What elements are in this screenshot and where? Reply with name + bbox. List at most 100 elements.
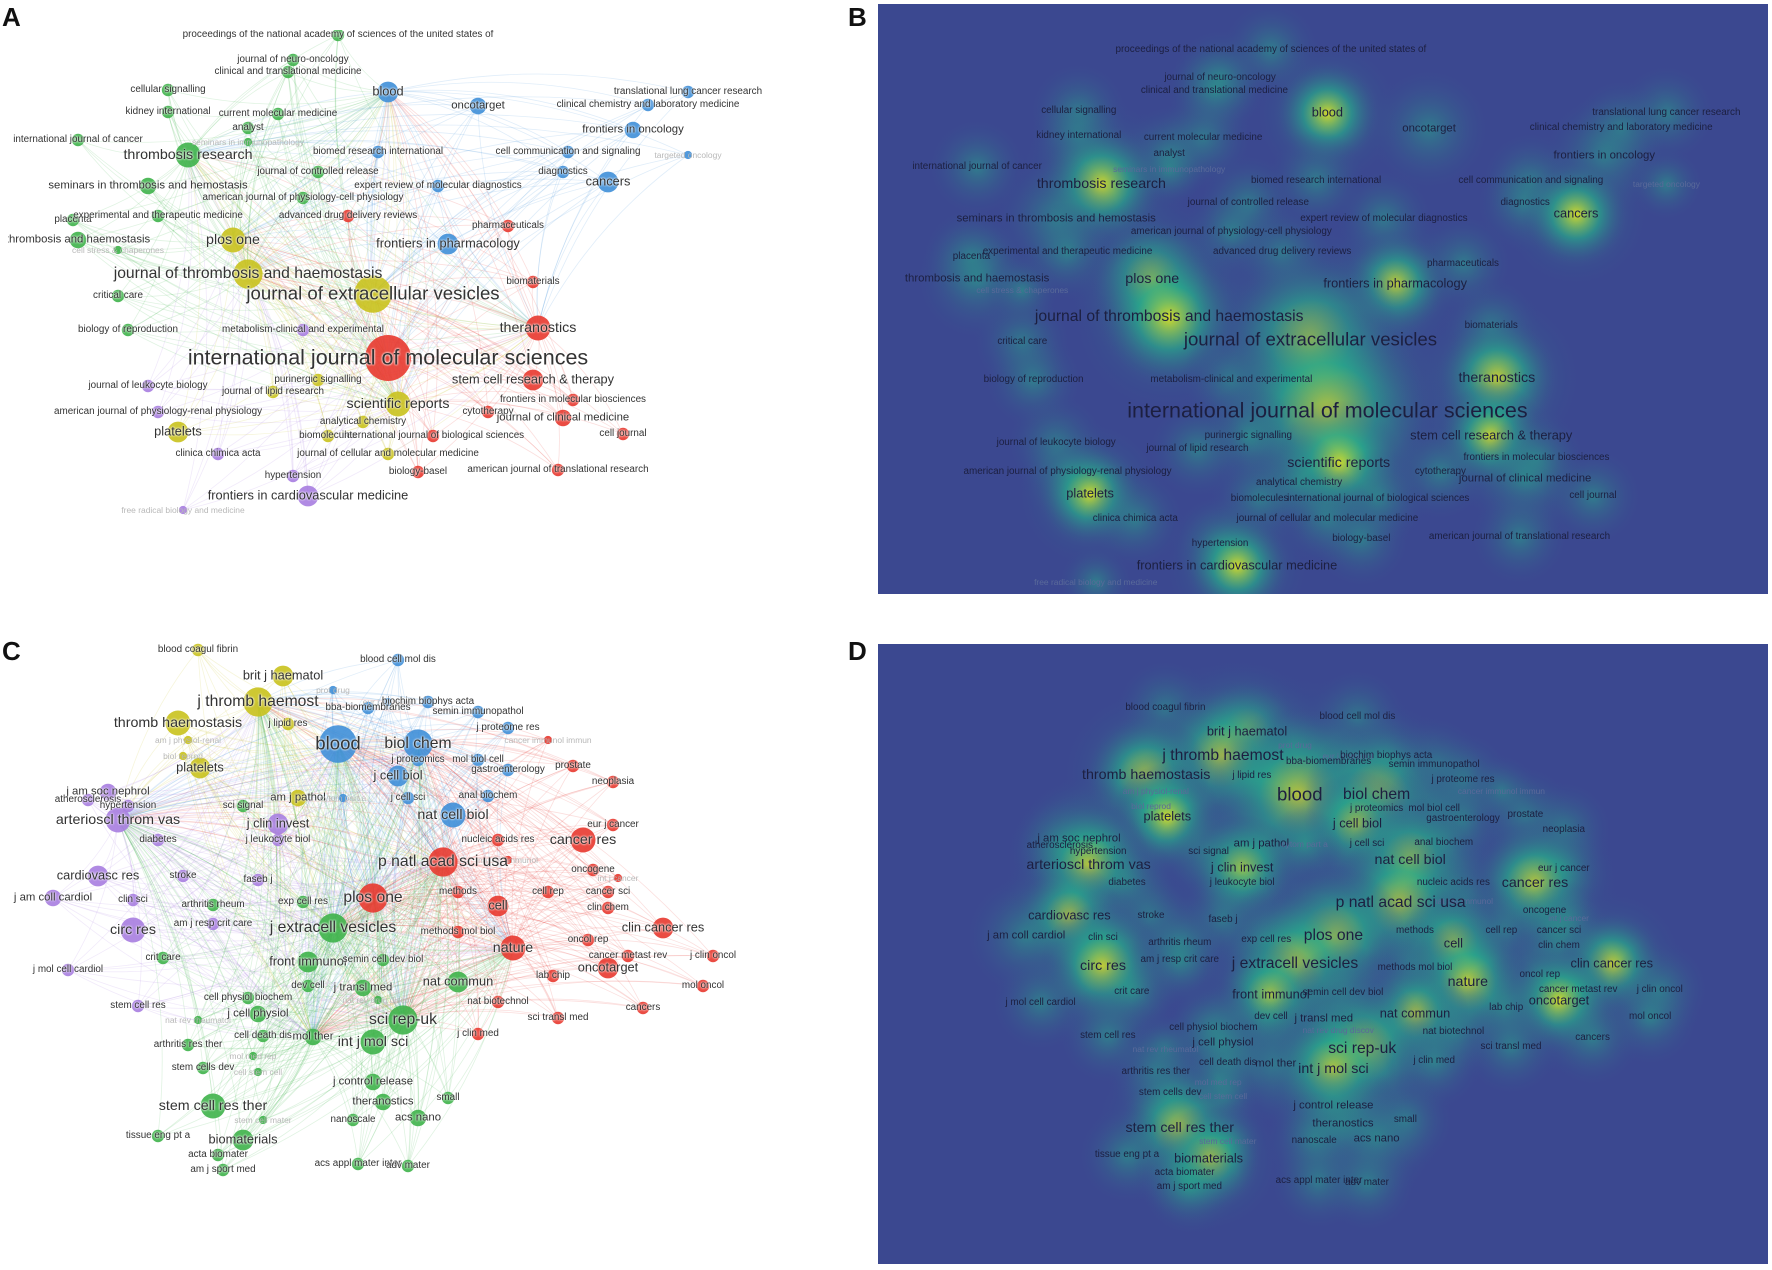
node-nanoscale[interactable]	[346, 1113, 360, 1127]
node-cancer-res[interactable]	[570, 827, 596, 853]
node-tissue-eng-pt-a[interactable]	[151, 1129, 165, 1143]
node-crit-care[interactable]	[156, 951, 170, 965]
node-stem-cell-res-ther[interactable]	[200, 1093, 226, 1119]
node-j-am-soc-nephrol[interactable]	[99, 783, 117, 801]
node-small[interactable]	[441, 1091, 455, 1105]
node-circ-res[interactable]	[120, 917, 146, 943]
node-nat-cell-biol[interactable]	[440, 802, 466, 828]
node-blood-cell-mol-dis[interactable]	[391, 653, 405, 667]
node-j-control-release[interactable]	[364, 1073, 382, 1091]
node-expert-review-of-molecular-diagnostics[interactable]	[431, 179, 445, 193]
node-biomaterials[interactable]	[526, 275, 540, 289]
node-oncol-rep[interactable]	[581, 933, 595, 947]
node-dev-cell[interactable]	[301, 979, 315, 993]
node-seminars-in-thrombosis-and-hemostasis[interactable]	[139, 177, 157, 195]
node-stem-cell-research-therapy[interactable]	[522, 369, 544, 391]
node-nucleic-acids-res[interactable]	[491, 833, 505, 847]
node-scientific-reports[interactable]	[385, 391, 411, 417]
node-clin-cancer-res[interactable]	[652, 917, 674, 939]
node-journal-of-clinical-medicine[interactable]	[554, 409, 572, 427]
node-j-am-coll-cardiol[interactable]	[44, 889, 62, 907]
node-journal-of-extracellular-vesicles[interactable]	[354, 275, 392, 313]
node-blood-coagul-fibrin[interactable]	[191, 643, 205, 657]
node-cell-rep[interactable]	[541, 885, 555, 899]
node-cell-stress-chaperones[interactable]	[113, 245, 123, 255]
node-nat-commun[interactable]	[447, 971, 469, 993]
node-j-cell-sci[interactable]	[401, 791, 415, 805]
node-diagnostics[interactable]	[556, 165, 570, 179]
node-acs-nano[interactable]	[409, 1109, 427, 1127]
node-plos-one[interactable]	[220, 227, 246, 253]
node-nat-rev-drug-discov[interactable]	[373, 995, 383, 1005]
node-frontiers-in-oncology[interactable]	[624, 121, 642, 139]
node-eur-j-cancer[interactable]	[606, 818, 620, 832]
node-cancers[interactable]	[636, 1001, 650, 1015]
node-oncogene[interactable]	[586, 863, 600, 877]
node-journal-of-lipid-research[interactable]	[266, 385, 280, 399]
node-am-j-sport-med[interactable]	[216, 1163, 230, 1177]
node-acta-biomater[interactable]	[211, 1148, 225, 1162]
node-semin-cell-dev-biol[interactable]	[376, 953, 390, 967]
node-prostate[interactable]	[566, 759, 580, 773]
node-prot-drug[interactable]	[328, 685, 338, 695]
node-analyst[interactable]	[241, 121, 255, 135]
node-clin-chem[interactable]	[601, 901, 615, 915]
node-journal-of-controlled-release[interactable]	[311, 165, 325, 179]
node-j-leukocyte-biol[interactable]	[271, 833, 285, 847]
node-cell-physiol-biochem[interactable]	[241, 991, 255, 1005]
node-nat-rev-immunol[interactable]	[503, 855, 513, 865]
node-frontiers-in-cardiovascular-medicine[interactable]	[297, 485, 319, 507]
node-american-journal-of-physiology-cell-physiology[interactable]	[296, 191, 310, 205]
node-purinergic-signalling[interactable]	[311, 373, 325, 387]
node-faseb-j[interactable]	[251, 873, 265, 887]
node-stem-cell-res[interactable]	[131, 999, 145, 1013]
node-j-proteome-res[interactable]	[501, 721, 515, 735]
node-free-radical-biology-and-medicine[interactable]	[178, 505, 188, 515]
node-clin-sci[interactable]	[126, 893, 140, 907]
node-cancer-sci[interactable]	[601, 885, 615, 899]
node-thrombosis-and-haemostasis[interactable]	[69, 231, 87, 249]
node-critical-care[interactable]	[111, 289, 125, 303]
node-frontiers-in-pharmacology[interactable]	[437, 233, 459, 255]
node-oncotarget[interactable]	[469, 97, 487, 115]
node-acs-appl-mater-inter[interactable]	[351, 1157, 365, 1171]
node-j-extracell-vesicles[interactable]	[318, 913, 348, 943]
node-current-molecular-medicine[interactable]	[271, 107, 285, 121]
node-cardiovasc-res[interactable]	[87, 865, 109, 887]
node-int-j-cancer[interactable]	[613, 873, 623, 883]
node-gastroenterology[interactable]	[501, 763, 515, 777]
node-metabolism-clinical-and-experimental[interactable]	[296, 323, 310, 337]
node-j-thromb-haemost[interactable]	[243, 687, 273, 717]
node-nature[interactable]	[500, 935, 526, 961]
node-seminars-in-immunopathology[interactable]	[243, 137, 253, 147]
node-cancer-metast-rev[interactable]	[621, 949, 635, 963]
node-journal-of-cellular-and-molecular-medicine[interactable]	[381, 447, 395, 461]
node-translational-lung-cancer-research[interactable]	[681, 85, 695, 99]
node-proceedings-of-the-national-academy-of-sciences-of-the-united-states-of[interactable]	[331, 30, 345, 42]
node-methods[interactable]	[451, 885, 465, 899]
node-brit-j-haematol[interactable]	[272, 665, 294, 687]
node-cell-journal[interactable]	[616, 427, 630, 441]
node-adv-mater[interactable]	[401, 1159, 415, 1173]
node-plos-one[interactable]	[358, 883, 388, 913]
node-platelets[interactable]	[167, 421, 189, 443]
node-arterioscl-throm-vas[interactable]	[105, 807, 131, 833]
node-nat-rev-rheumatol[interactable]	[193, 1015, 203, 1025]
node-j-clin-invest[interactable]	[267, 813, 289, 835]
node-mol-biol-cell[interactable]	[471, 753, 485, 767]
node-cellular-signalling[interactable]	[161, 83, 175, 97]
node-stem-cell-mater[interactable]	[258, 1115, 268, 1125]
node-cancer-immunol-immun[interactable]	[543, 735, 553, 745]
node-front-immunol[interactable]	[297, 951, 319, 973]
node-journal-of-thrombosis-and-haemostasis[interactable]	[233, 259, 263, 289]
node-methods-mol-biol[interactable]	[451, 925, 465, 939]
node-theranostics[interactable]	[525, 315, 551, 341]
node-biology-basel[interactable]	[411, 465, 425, 479]
node-biol-reprod[interactable]	[178, 751, 188, 761]
node-clinica-chimica-acta[interactable]	[211, 447, 225, 461]
node-blood[interactable]	[377, 81, 399, 103]
node-stem-cells-dev[interactable]	[196, 1061, 210, 1075]
node-biomed-research-international[interactable]	[371, 145, 385, 159]
node-cytom-part-a[interactable]	[338, 793, 348, 803]
node-arthritis-res-ther[interactable]	[181, 1038, 195, 1052]
